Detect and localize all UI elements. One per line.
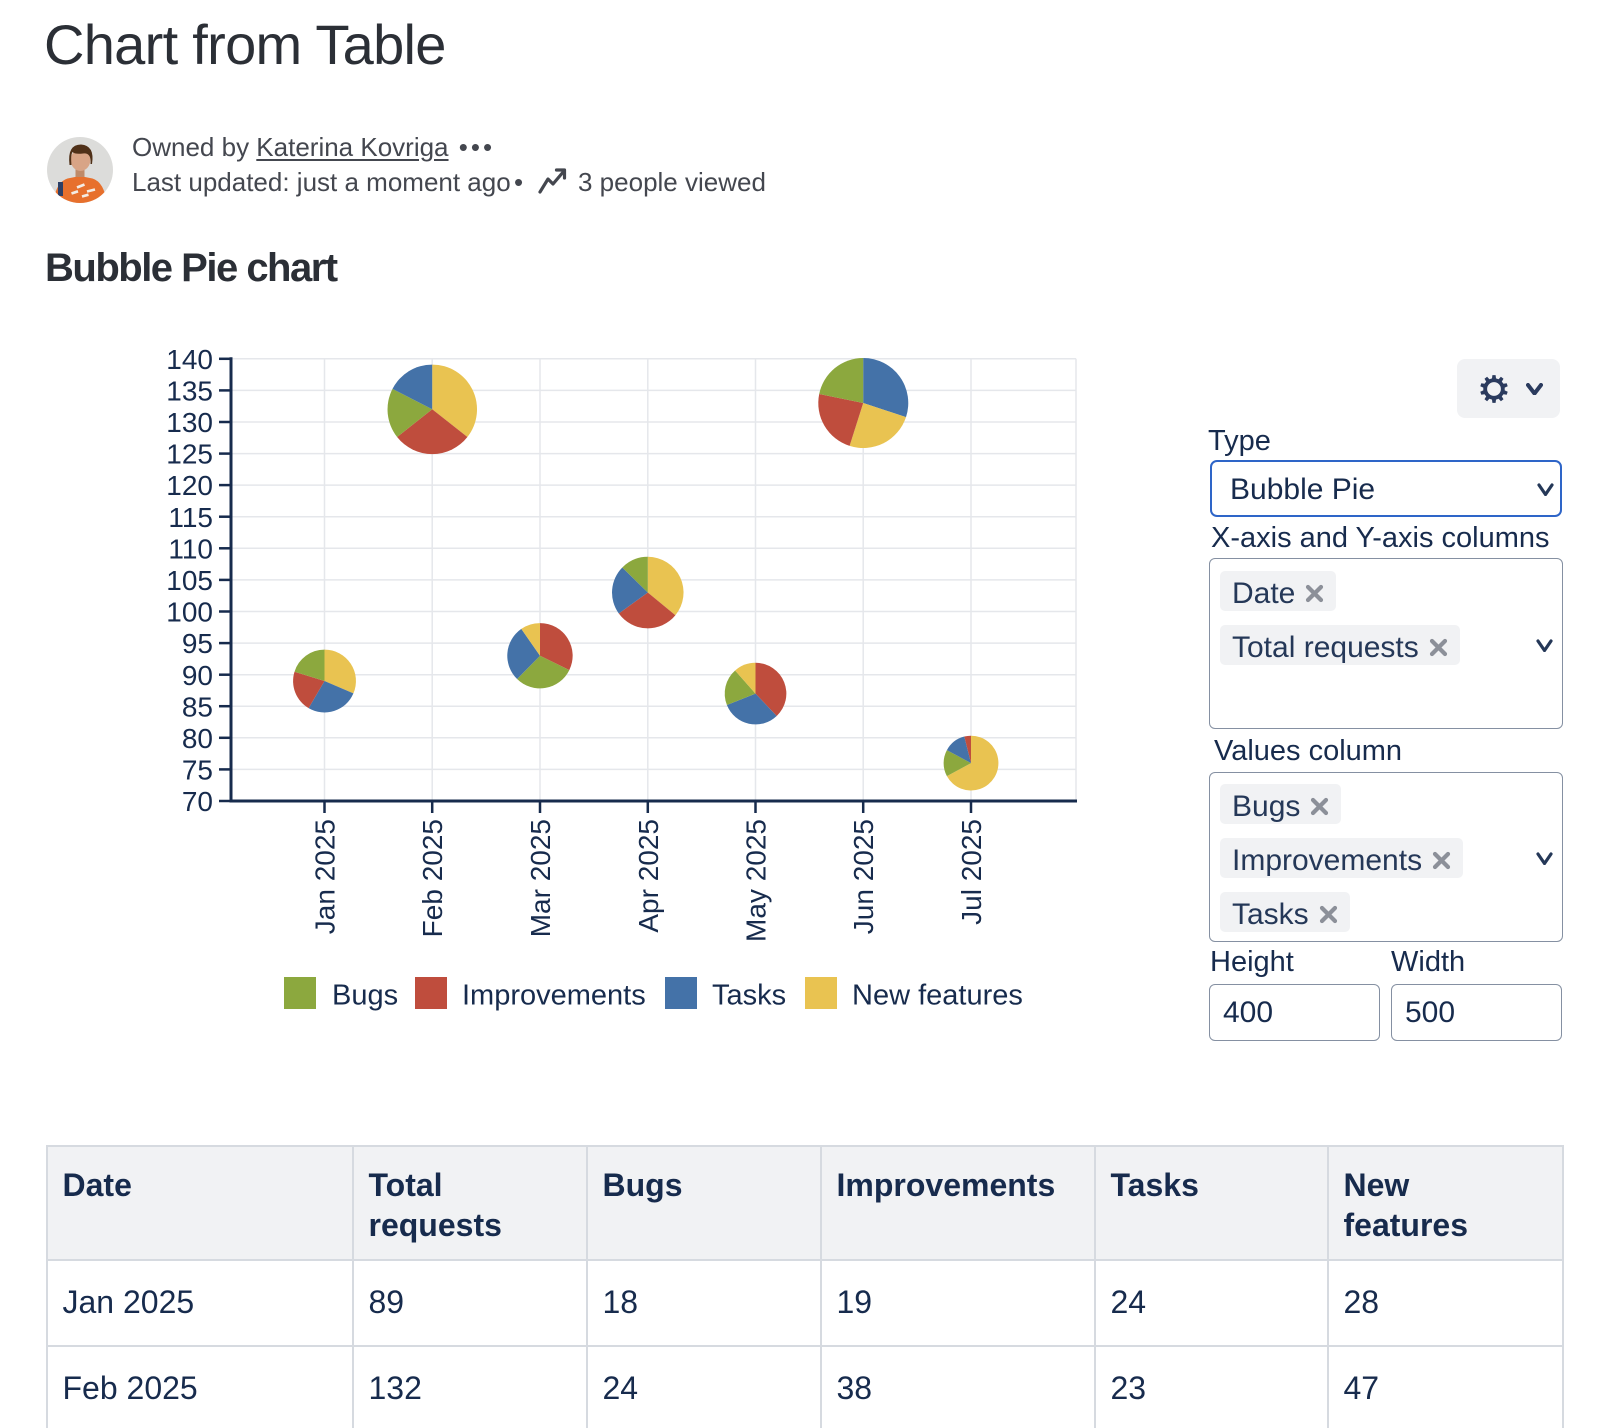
svg-text:80: 80 [182,723,213,754]
svg-text:110: 110 [168,533,213,564]
svg-text:May 2025: May 2025 [741,819,772,942]
svg-text:140: 140 [166,344,213,375]
svg-text:120: 120 [166,470,213,501]
svg-text:Jan 2025: Jan 2025 [310,819,341,934]
svg-text:Bugs: Bugs [332,980,398,1012]
svg-text:Jun 2025: Jun 2025 [848,819,879,934]
svg-text:Feb 2025: Feb 2025 [417,819,448,937]
svg-text:100: 100 [166,597,213,628]
svg-text:115: 115 [168,502,213,533]
svg-text:125: 125 [166,439,213,470]
svg-text:70: 70 [182,786,213,817]
svg-text:Apr 2025: Apr 2025 [633,819,664,933]
svg-text:90: 90 [182,660,213,691]
svg-text:130: 130 [166,407,213,438]
svg-text:85: 85 [182,691,213,722]
svg-text:135: 135 [166,375,213,406]
svg-text:95: 95 [182,628,213,659]
svg-text:105: 105 [166,565,213,596]
svg-text:Mar 2025: Mar 2025 [525,819,556,937]
svg-text:New features: New features [852,980,1023,1012]
svg-text:75: 75 [182,754,213,785]
svg-text:Jul 2025: Jul 2025 [956,819,987,925]
svg-text:Tasks: Tasks [712,980,786,1012]
svg-text:Improvements: Improvements [462,980,646,1012]
